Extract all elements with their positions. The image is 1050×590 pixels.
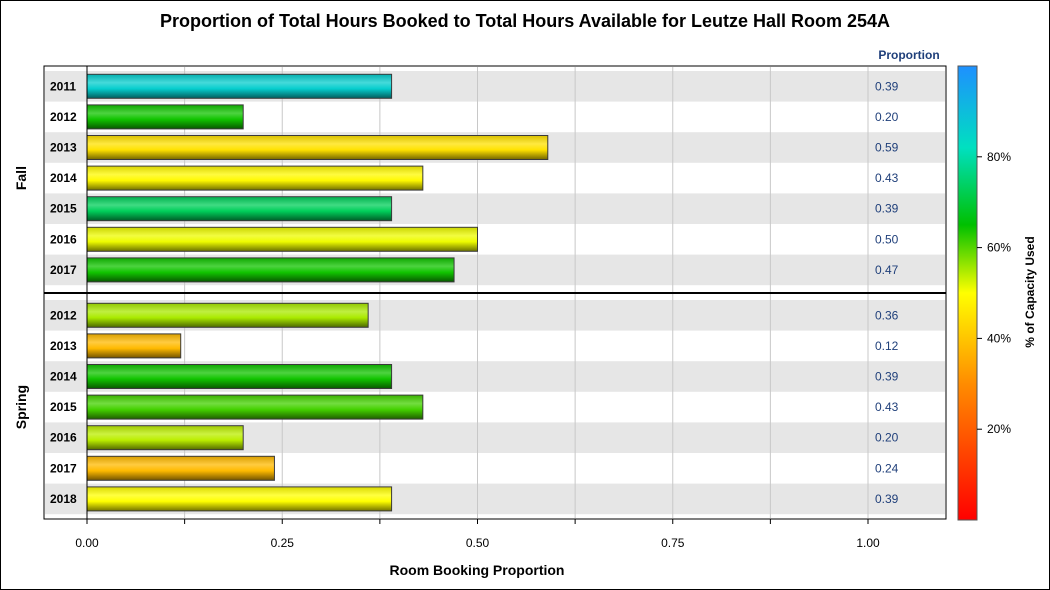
data-label: 0.43 xyxy=(875,400,899,414)
bar-fall-2011 xyxy=(86,73,393,99)
x-tick-label: 0.25 xyxy=(271,536,295,550)
data-label: 0.24 xyxy=(875,461,899,475)
x-tick-label: 0.00 xyxy=(75,536,99,550)
category-label: 2013 xyxy=(50,339,77,353)
category-label: 2016 xyxy=(50,232,77,246)
data-label: 0.20 xyxy=(875,431,899,445)
data-label: 0.47 xyxy=(875,263,899,277)
category-label: 2016 xyxy=(50,431,77,445)
category-label: 2018 xyxy=(50,492,77,506)
category-label: 2015 xyxy=(50,400,77,414)
chart-title: Proportion of Total Hours Booked to Tota… xyxy=(159,11,891,31)
bar-spring-2014 xyxy=(86,364,393,389)
bar-fall-2016 xyxy=(86,226,478,252)
data-label: 0.59 xyxy=(875,141,899,155)
data-label: 0.43 xyxy=(875,171,899,185)
colorbar-tick-label: 40% xyxy=(987,331,1011,345)
colorbar-tick-label: 60% xyxy=(987,241,1011,255)
value-column-header: Proportion xyxy=(878,48,939,62)
bar-fall-2014 xyxy=(86,165,424,191)
x-axis-label: Room Booking Proportion xyxy=(390,562,565,578)
bar-spring-2012 xyxy=(86,302,369,328)
bar-fall-2017 xyxy=(86,257,455,283)
category-label: 2017 xyxy=(50,461,77,475)
data-label: 0.39 xyxy=(875,370,899,384)
bar-spring-2015 xyxy=(86,394,424,420)
category-label: 2011 xyxy=(50,79,76,93)
category-label: 2017 xyxy=(50,263,77,277)
colorbar-label: % of Capacity Used xyxy=(1023,236,1037,347)
group-label-spring: Spring xyxy=(13,385,29,429)
bar-fall-2013 xyxy=(86,135,549,160)
bar-spring-2018 xyxy=(86,486,393,512)
category-label: 2014 xyxy=(50,370,77,384)
data-label: 0.12 xyxy=(875,339,899,353)
category-label: 2015 xyxy=(50,202,77,216)
colorbar xyxy=(957,65,978,521)
bar-fall-2015 xyxy=(86,196,393,222)
colorbar-tick-label: 20% xyxy=(987,422,1011,436)
data-label: 0.50 xyxy=(875,232,899,246)
x-tick-label: 0.50 xyxy=(466,536,490,550)
data-label: 0.39 xyxy=(875,492,899,506)
bar-spring-2013 xyxy=(86,333,182,359)
x-tick-label: 1.00 xyxy=(856,536,880,550)
data-label: 0.20 xyxy=(875,110,899,124)
bar-spring-2017 xyxy=(86,455,275,481)
x-tick-label: 0.75 xyxy=(661,536,685,550)
category-label: 2013 xyxy=(50,141,77,155)
data-label: 0.39 xyxy=(875,202,899,216)
data-label: 0.36 xyxy=(875,308,899,322)
colorbar-tick-label: 80% xyxy=(987,150,1011,164)
category-label: 2012 xyxy=(50,308,77,322)
bar-fall-2012 xyxy=(86,104,244,130)
category-label: 2014 xyxy=(50,171,77,185)
bar-spring-2016 xyxy=(86,425,244,451)
category-label: 2012 xyxy=(50,110,77,124)
data-label: 0.39 xyxy=(875,79,899,93)
group-label-fall: Fall xyxy=(13,166,29,190)
